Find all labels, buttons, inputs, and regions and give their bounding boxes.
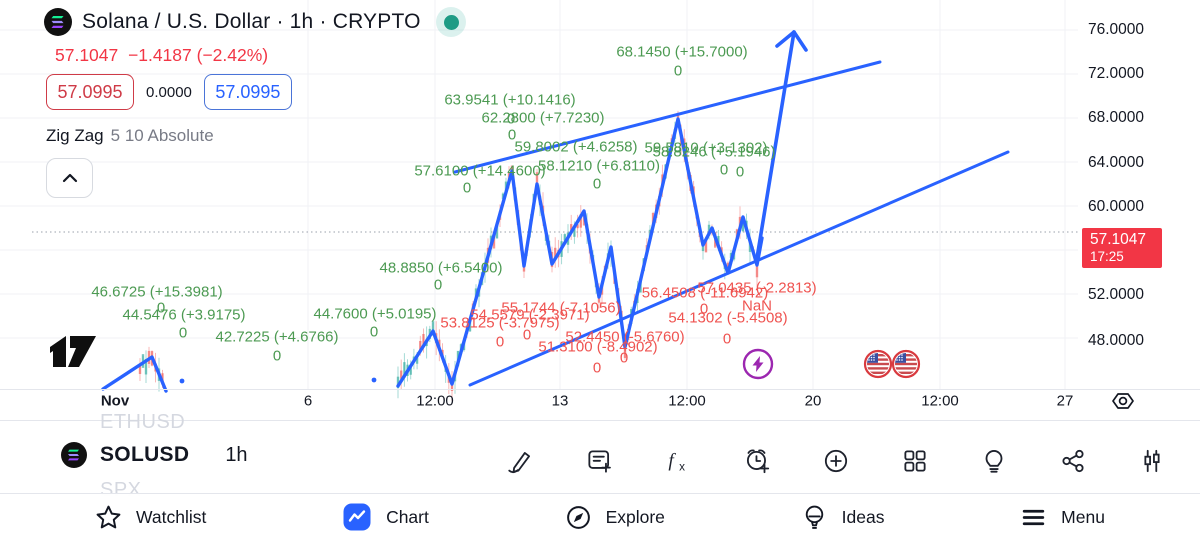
us-flag-event-icon[interactable] bbox=[891, 349, 921, 379]
time-scale-label: 13 bbox=[551, 392, 569, 410]
market-status-icon[interactable] bbox=[436, 7, 466, 37]
draw-button[interactable] bbox=[500, 441, 540, 481]
price-scale-label: 72.0000 bbox=[1088, 65, 1145, 82]
indicators-button[interactable]: f x bbox=[658, 441, 698, 481]
price-scale-label: 68.0000 bbox=[1088, 109, 1145, 126]
gridlines bbox=[0, 0, 1078, 389]
candlestick-layer bbox=[138, 110, 759, 401]
candles-icon bbox=[1144, 449, 1160, 473]
current-symbol[interactable]: SOLUSD bbox=[100, 443, 190, 466]
price-scale-label: 48.0000 bbox=[1088, 332, 1145, 349]
sell-price-button[interactable]: 57.0995 bbox=[46, 74, 134, 110]
current-interval[interactable]: 1h bbox=[225, 444, 248, 466]
collapse-legend-button[interactable] bbox=[46, 158, 93, 198]
compass-icon bbox=[566, 505, 590, 529]
nav-label: Watchlist bbox=[136, 506, 207, 527]
indicator-name: Zig Zag bbox=[46, 126, 104, 145]
price-change: −1.4187 (−2.42%) bbox=[128, 45, 269, 65]
current-price: 57.1047 bbox=[1090, 231, 1147, 248]
time-scale-label: 12:00 bbox=[668, 392, 706, 410]
svg-text:f: f bbox=[668, 450, 676, 471]
price-chart[interactable] bbox=[0, 0, 1200, 420]
current-price-badge: 57.1047 17:25 bbox=[1082, 228, 1162, 268]
chart-type-button[interactable] bbox=[1132, 441, 1172, 481]
price-scale-label: 76.0000 bbox=[1088, 21, 1145, 38]
symbol-header[interactable]: Solana / U.S. Dollar · 1h · CRYPTO bbox=[44, 8, 421, 36]
nav-item-explore[interactable]: Explore bbox=[565, 504, 665, 531]
nav-item-menu[interactable]: Menu bbox=[1020, 504, 1105, 531]
solana-logo-icon bbox=[44, 8, 72, 36]
nav-item-chart[interactable]: Chart bbox=[342, 502, 429, 532]
time-scale-label: 6 bbox=[303, 392, 313, 410]
price-scale-label: 60.0000 bbox=[1088, 198, 1145, 215]
star-icon bbox=[96, 505, 121, 528]
chart-tab-icon bbox=[343, 503, 371, 531]
lightbulb-icon bbox=[985, 450, 1003, 473]
prev-symbol[interactable]: ETHUSD bbox=[100, 411, 186, 433]
solana-logo-small-icon bbox=[61, 442, 87, 468]
add-note-button[interactable] bbox=[579, 441, 619, 481]
fx-indicators-icon: f x bbox=[668, 450, 685, 474]
last-price: 57.1047 bbox=[55, 45, 119, 65]
nav-item-watchlist[interactable]: Watchlist bbox=[95, 504, 206, 531]
share-icon bbox=[1062, 449, 1084, 473]
idea-bulb-icon bbox=[805, 505, 823, 529]
alarm-add-icon bbox=[746, 449, 770, 474]
draw-icon bbox=[508, 452, 531, 474]
us-flag-event-icon[interactable] bbox=[863, 349, 893, 379]
time-scale-label: 20 bbox=[804, 392, 822, 410]
hamburger-menu-icon bbox=[1022, 509, 1045, 525]
tradingview-logo bbox=[50, 336, 96, 367]
nav-label: Chart bbox=[386, 506, 429, 527]
time-scale-label: 27 bbox=[1056, 392, 1074, 410]
current-price-time: 17:25 bbox=[1090, 249, 1124, 264]
layout-grid-button[interactable] bbox=[895, 441, 935, 481]
nav-label: Menu bbox=[1061, 506, 1105, 527]
chart-toolbar: f x bbox=[500, 441, 1200, 481]
share-button[interactable] bbox=[1053, 441, 1093, 481]
price-scale-label: 52.0000 bbox=[1088, 286, 1145, 303]
zigzag-and-trendlines bbox=[32, 30, 1080, 393]
chevron-up-icon bbox=[62, 173, 77, 183]
ideas-bulb-button[interactable] bbox=[974, 441, 1014, 481]
nav-label: Explore bbox=[605, 506, 665, 527]
add-alert-button[interactable] bbox=[737, 441, 777, 481]
nav-label: Ideas bbox=[841, 506, 885, 527]
time-scale-label: 12:00 bbox=[416, 392, 454, 410]
price-scale-label: 64.0000 bbox=[1088, 154, 1145, 171]
plus-circle-icon bbox=[824, 449, 848, 473]
scales-visibility-icon[interactable] bbox=[1112, 393, 1134, 409]
add-object-button[interactable] bbox=[816, 441, 856, 481]
svg-text:x: x bbox=[679, 461, 685, 474]
bottom-navigation: Watchlist Chart Explore Ideas bbox=[0, 493, 1200, 540]
symbol-title: Solana / U.S. Dollar · 1h · CRYPTO bbox=[82, 10, 421, 33]
indicator-legend[interactable]: Zig Zag 5 10 Absolute bbox=[46, 126, 214, 146]
flash-event-icon[interactable] bbox=[742, 348, 774, 380]
grid-layout-icon bbox=[904, 450, 926, 472]
indicator-params: 5 10 Absolute bbox=[110, 126, 214, 145]
spread-value: 0.0000 bbox=[146, 83, 192, 101]
time-scale-label: Nov bbox=[100, 392, 130, 410]
add-note-icon bbox=[588, 450, 611, 473]
nav-item-ideas[interactable]: Ideas bbox=[801, 504, 885, 531]
time-scale-label: 12:00 bbox=[921, 392, 959, 410]
buy-price-button[interactable]: 57.0995 bbox=[203, 74, 292, 110]
price-change-row: 57.1047 −1.4187 (−2.42%) bbox=[55, 45, 268, 66]
